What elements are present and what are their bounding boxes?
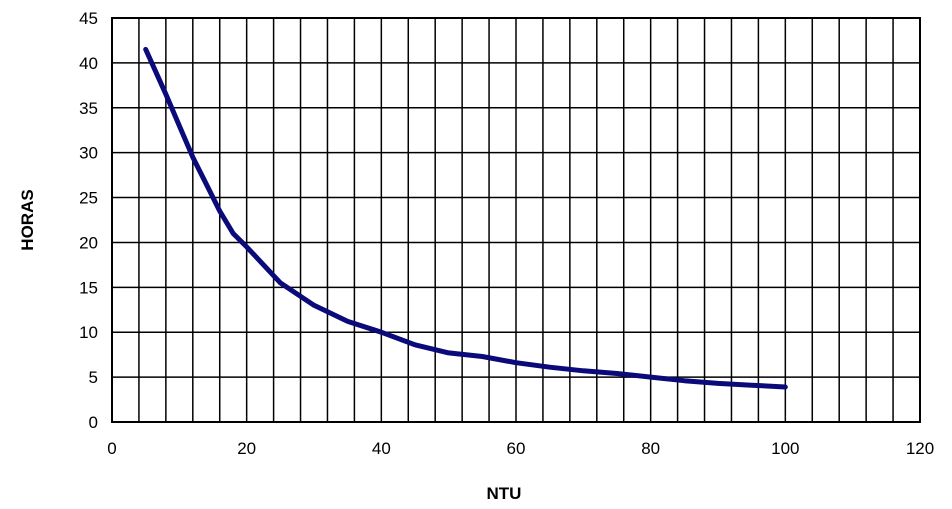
x-tick-label: 40 [372, 439, 391, 458]
x-axis-label: NTU [487, 484, 522, 503]
y-tick-label: 40 [79, 54, 98, 73]
y-tick-label: 15 [79, 278, 98, 297]
y-axis-ticks: 0 5 10 15 20 25 30 35 40 45 [79, 9, 98, 432]
y-tick-label: 5 [89, 368, 98, 387]
grid-lines [112, 18, 920, 422]
y-tick-label: 30 [79, 144, 98, 163]
series-line [143, 46, 788, 390]
plot-area-frame [111, 17, 921, 423]
x-tick-label: 80 [641, 439, 660, 458]
x-tick-label: 0 [107, 439, 116, 458]
x-axis-ticks: 0 20 40 60 80 100 120 [107, 439, 934, 458]
x-tick-label: 120 [906, 439, 934, 458]
y-tick-label: 35 [79, 99, 98, 118]
x-tick-label: 100 [771, 439, 799, 458]
y-tick-label: 10 [79, 323, 98, 342]
y-tick-label: 25 [79, 189, 98, 208]
x-tick-label: 20 [237, 439, 256, 458]
y-axis-label: HORAS [18, 189, 37, 250]
x-tick-label: 60 [507, 439, 526, 458]
y-tick-label: 0 [89, 413, 98, 432]
y-tick-label: 20 [79, 233, 98, 252]
y-tick-label: 45 [79, 9, 98, 28]
